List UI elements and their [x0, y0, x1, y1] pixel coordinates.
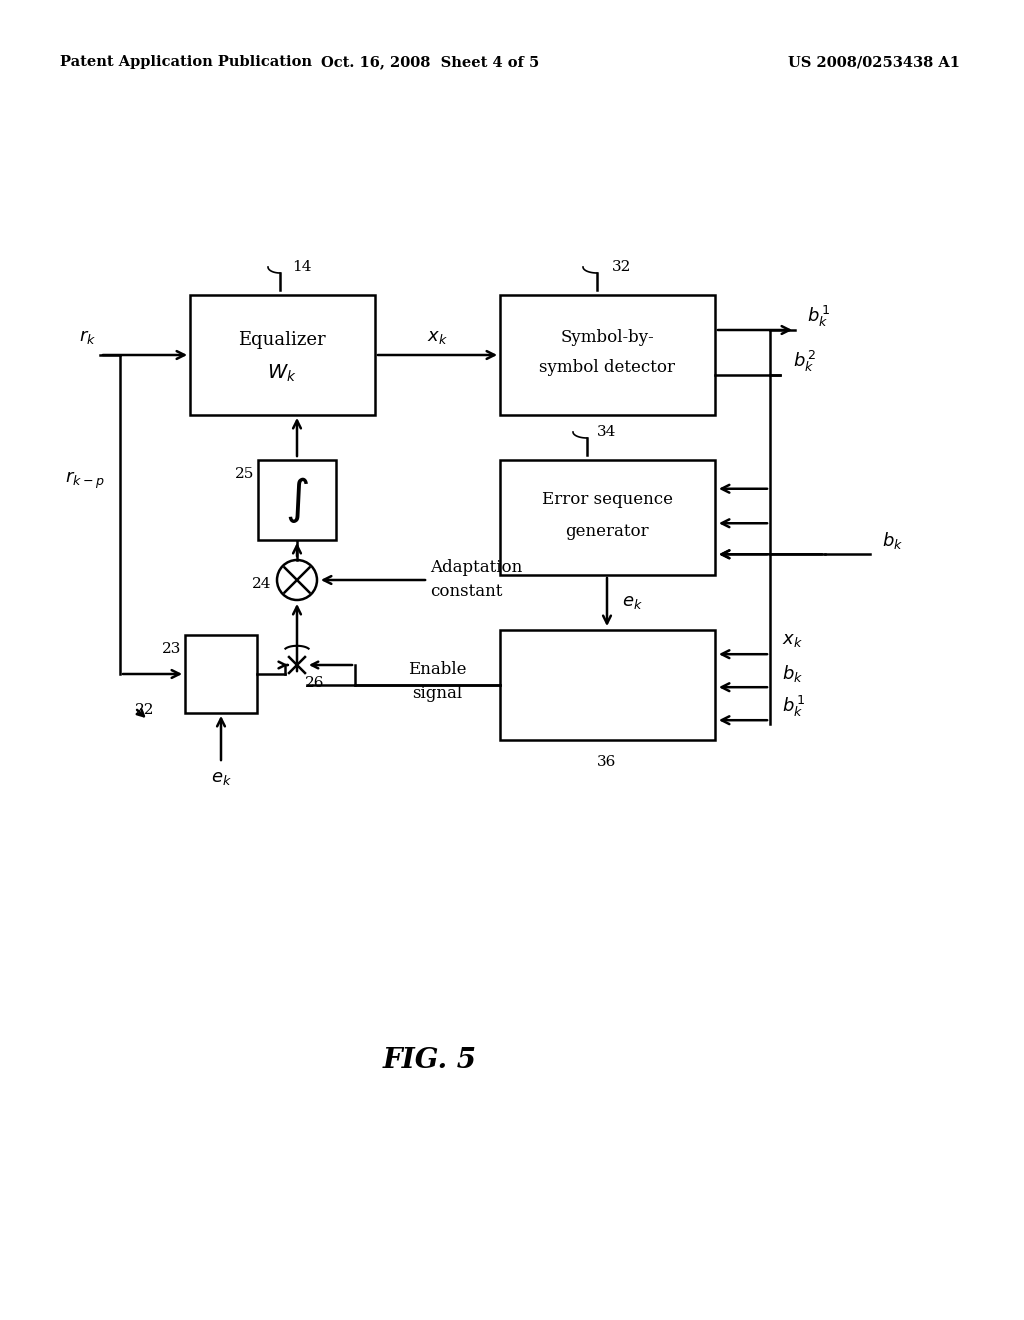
Text: Symbol-by-: Symbol-by-	[560, 329, 654, 346]
Text: $b_k$: $b_k$	[882, 529, 903, 550]
Text: generator: generator	[565, 524, 649, 540]
Text: $b_k^{\,1}$: $b_k^{\,1}$	[807, 304, 830, 329]
Text: FIG. 5: FIG. 5	[383, 1047, 477, 1073]
Text: $b_k$: $b_k$	[782, 663, 803, 684]
Text: 34: 34	[597, 425, 616, 440]
Text: $r_{k-p}$: $r_{k-p}$	[66, 470, 105, 491]
Text: 36: 36	[597, 755, 616, 770]
Text: $x_k$: $x_k$	[782, 631, 803, 649]
Text: Error sequence: Error sequence	[542, 491, 673, 508]
Text: 14: 14	[292, 260, 311, 275]
Text: $e_k$: $e_k$	[211, 770, 231, 787]
Text: $\int$: $\int$	[285, 475, 309, 525]
Text: $b_k^{\,1}$: $b_k^{\,1}$	[782, 693, 806, 719]
Text: Enable: Enable	[408, 661, 466, 678]
Text: 23: 23	[162, 642, 181, 656]
Bar	[500, 459, 715, 576]
Text: Patent Application Publication: Patent Application Publication	[60, 55, 312, 69]
Text: symbol detector: symbol detector	[539, 359, 675, 375]
Text: Oct. 16, 2008  Sheet 4 of 5: Oct. 16, 2008 Sheet 4 of 5	[321, 55, 539, 69]
Text: US 2008/0253438 A1: US 2008/0253438 A1	[788, 55, 961, 69]
Text: $b_k^{\,2}$: $b_k^{\,2}$	[793, 348, 816, 374]
Text: 25: 25	[234, 467, 254, 480]
Text: constant: constant	[430, 583, 503, 601]
Bar	[500, 630, 715, 741]
Text: signal: signal	[412, 685, 462, 701]
Text: $W_k$: $W_k$	[267, 363, 297, 384]
Text: $r_k$: $r_k$	[80, 327, 96, 346]
Text: Adaptation: Adaptation	[430, 560, 522, 577]
Bar	[258, 459, 336, 540]
Text: 22: 22	[135, 704, 155, 717]
Text: 32: 32	[612, 260, 632, 275]
Text: $e_k$: $e_k$	[622, 593, 643, 611]
Text: Equalizer: Equalizer	[239, 331, 326, 348]
Text: 26: 26	[305, 676, 325, 690]
Text: 24: 24	[252, 577, 271, 591]
Bar	[500, 294, 715, 414]
Bar	[190, 294, 375, 414]
Bar	[185, 635, 257, 713]
Text: $x_k$: $x_k$	[427, 327, 447, 346]
